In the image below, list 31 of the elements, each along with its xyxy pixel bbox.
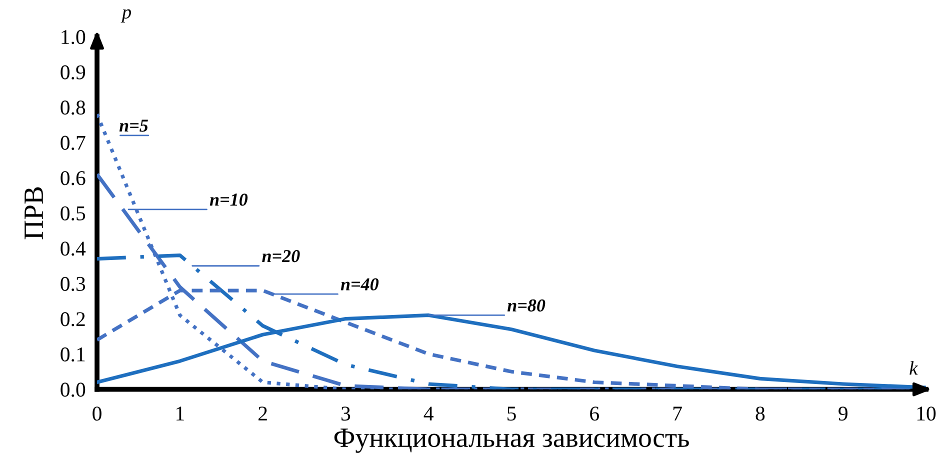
annotation: k <box>910 361 918 375</box>
x-axis-title: Функциональная зависимость <box>334 428 689 453</box>
y-tick-label: 0.8 <box>60 100 86 115</box>
y-tick-label: 0.2 <box>60 312 85 326</box>
annotation: n=5 <box>119 120 148 132</box>
x-tick-label: 7 <box>673 406 682 420</box>
y-tick-label: 1.0 <box>62 30 86 44</box>
y-tick-label: 0.1 <box>60 347 85 362</box>
x-tick-label: 6 <box>590 406 599 421</box>
y-tick-label: 0.9 <box>60 65 86 80</box>
x-tick-label: 4 <box>424 406 434 420</box>
x-tick-label: 3 <box>342 406 350 421</box>
x-tick-label: 2 <box>258 406 267 420</box>
y-tick-label: 0.3 <box>60 276 86 292</box>
x-tick-label: 0 <box>92 406 102 421</box>
annotation: n=10 <box>210 194 248 206</box>
text: p <box>120 9 132 23</box>
y-tick-label: 0.4 <box>60 242 86 256</box>
x-tick-label: 1 <box>176 406 184 420</box>
x-tick-label: 9 <box>838 406 848 421</box>
y-tick-label: 0.6 <box>60 171 86 186</box>
annotation: n=40 <box>340 278 379 290</box>
y-tick-label: 0.7 <box>60 136 86 150</box>
annotation: n=20 <box>262 250 300 262</box>
x-tick-label: 8 <box>756 406 765 421</box>
y-axis-title: ПРВ <box>24 187 43 240</box>
annotation: n=80 <box>507 299 546 312</box>
x-tick-label: 10 <box>917 406 936 421</box>
y-tick-label: 0.5 <box>60 206 86 220</box>
x-tick-label: 5 <box>508 406 516 421</box>
y-tick-label: 0.0 <box>60 382 86 397</box>
